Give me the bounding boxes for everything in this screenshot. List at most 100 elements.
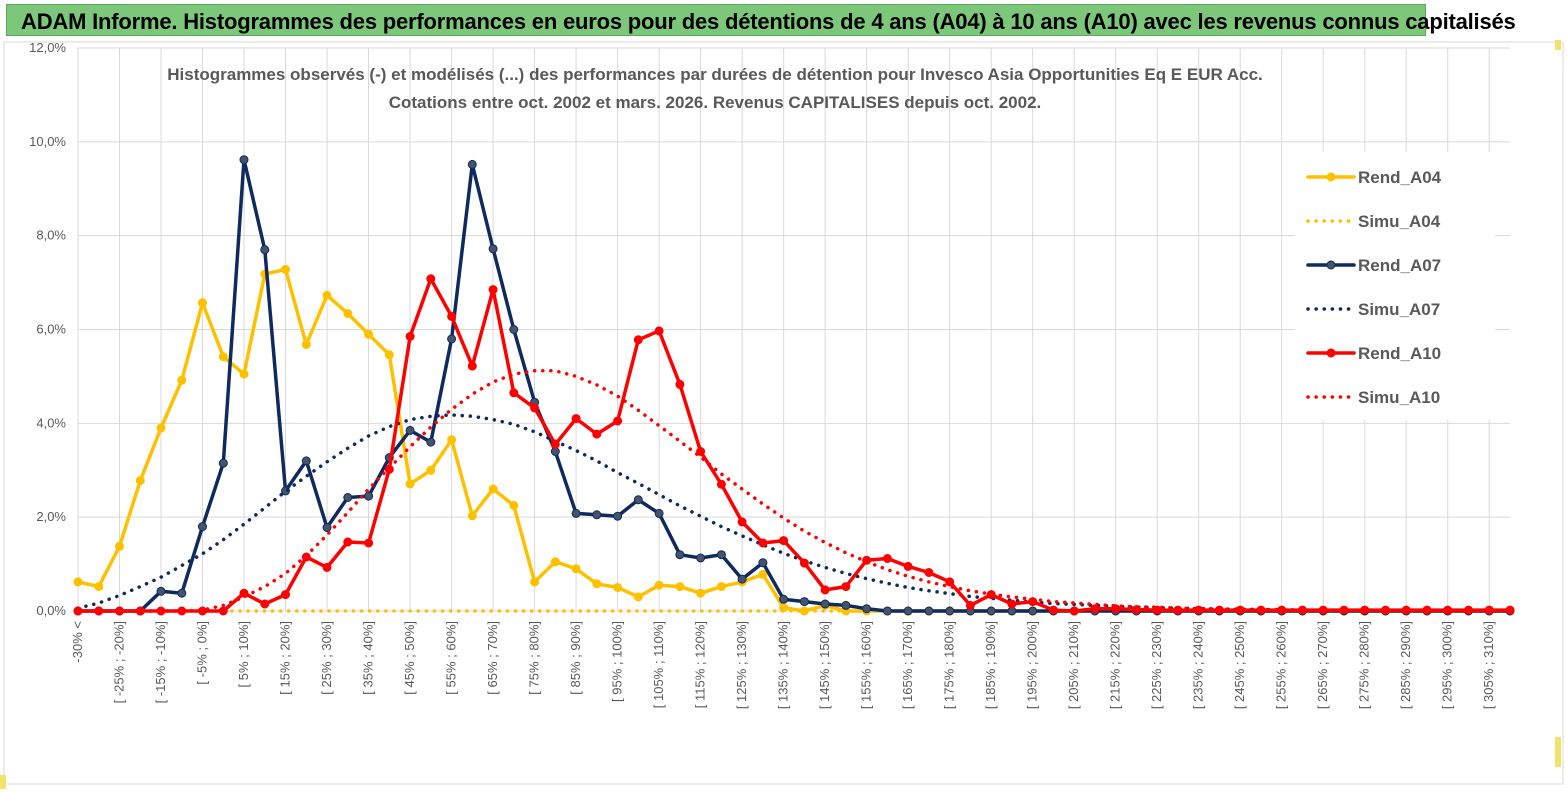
- data-point-rend-a07: [924, 606, 934, 616]
- x-tick-label: [ 265% ; 270%]: [1315, 621, 1330, 709]
- x-tick-label: [ -5% ; 0%]: [195, 621, 210, 685]
- x-tick-label: [ 165% ; 170%]: [900, 621, 915, 709]
- data-point-rend-a07: [426, 437, 436, 447]
- data-point-rend-a10: [447, 311, 457, 321]
- corner-marker: [1555, 40, 1561, 50]
- data-point-rend-a10: [737, 517, 747, 527]
- y-tick-label: 10,0%: [29, 134, 66, 149]
- data-point-rend-a10: [405, 332, 415, 341]
- data-point-rend-a10: [530, 403, 540, 413]
- legend-label-rend-a10: Rend_A10: [1358, 344, 1441, 363]
- data-point-rend-a04: [633, 592, 643, 602]
- data-point-rend-a07: [156, 586, 166, 596]
- data-point-rend-a10: [716, 479, 726, 489]
- data-point-rend-a07: [177, 588, 187, 598]
- x-tick-label: [ 235% ; 240%]: [1191, 621, 1206, 709]
- legend-label-simu-a07: Simu_A07: [1358, 300, 1440, 319]
- x-tick-label: [ -25% ; -20%]: [112, 621, 127, 703]
- data-point-rend-a07: [654, 508, 664, 518]
- legend-label-rend-a04: Rend_A04: [1358, 168, 1442, 187]
- data-point-rend-a04: [467, 511, 477, 521]
- data-point-rend-a10: [1173, 605, 1183, 615]
- data-point-rend-a10: [779, 536, 789, 546]
- data-point-rend-a04: [301, 340, 311, 349]
- data-point-rend-a04: [447, 435, 457, 445]
- x-tick-label: [ 65% ; 70%]: [485, 621, 500, 695]
- data-point-rend-a04: [135, 476, 145, 486]
- data-point-rend-a10: [550, 439, 560, 449]
- corner-marker: [0, 775, 6, 789]
- data-point-rend-a04: [322, 290, 332, 300]
- data-point-rend-a10: [696, 447, 706, 456]
- data-point-rend-a04: [675, 582, 685, 592]
- legend: Rend_A04 Simu_A04 Rend_A07 Simu_A07 Rend_A10…: [1306, 168, 1442, 407]
- data-point-rend-a10: [1505, 605, 1515, 615]
- x-tick-label: [ 275% ; 280%]: [1357, 621, 1372, 709]
- data-point-rend-a07: [447, 334, 457, 344]
- x-tick-label: [ 125% ; 130%]: [734, 621, 749, 709]
- data-point-rend-a07: [218, 458, 228, 468]
- legend-marker-rend-a10: [1326, 348, 1336, 358]
- data-point-rend-a04: [592, 579, 602, 589]
- y-axis: 0,0% 2,0% 4,0% 6,0% 8,0% 10,0% 12,0%: [29, 40, 66, 618]
- data-point-rend-a07: [571, 508, 581, 518]
- data-point-rend-a04: [571, 564, 581, 574]
- data-point-rend-a10: [903, 561, 913, 571]
- x-tick-label: [ 145% ; 150%]: [817, 621, 832, 709]
- chart-frame: 0,0% 2,0% 4,0% 6,0% 8,0% 10,0% 12,0% -30% < [ -…: [0, 40, 1567, 789]
- data-point-rend-a04: [281, 264, 290, 274]
- data-point-rend-a04: [177, 375, 187, 385]
- data-point-rend-a04: [550, 557, 560, 567]
- series-group: [73, 155, 1515, 616]
- y-tick-label: 12,0%: [29, 40, 66, 55]
- x-tick-label: [ 115% ; 120%]: [693, 621, 708, 708]
- report-title: ADAM Informe. Histogrammes des performan…: [21, 9, 1516, 34]
- data-point-rend-a07: [260, 245, 270, 255]
- legend-marker-rend-a04: [1326, 172, 1336, 182]
- data-point-rend-a04: [716, 582, 726, 592]
- x-tick-label: [ 135% ; 140%]: [776, 621, 791, 709]
- data-point-rend-a10: [841, 582, 851, 592]
- x-axis: -30% < [ -25% ; -20%] [ -15% ; -10%] [ -5% …: [70, 621, 1496, 709]
- data-point-rend-a07: [592, 510, 602, 520]
- data-point-rend-a07: [633, 495, 643, 505]
- data-point-rend-a10: [156, 606, 166, 616]
- data-point-rend-a04: [94, 582, 104, 592]
- data-point-rend-a10: [509, 388, 519, 398]
- data-point-rend-a10: [364, 538, 374, 548]
- data-point-rend-a07: [343, 493, 353, 502]
- data-point-rend-a07: [613, 511, 623, 521]
- data-point-rend-a10: [613, 416, 623, 426]
- x-tick-label: -30% <: [70, 621, 85, 663]
- x-tick-label: [ 85% ; 90%]: [568, 621, 583, 695]
- data-point-rend-a07: [405, 425, 415, 435]
- x-tick-label: [ 245% ; 250%]: [1232, 621, 1247, 709]
- data-point-rend-a04: [530, 577, 540, 587]
- data-point-rend-a10: [343, 537, 353, 547]
- y-tick-label: 6,0%: [36, 322, 66, 337]
- corner-marker: [1555, 737, 1561, 767]
- data-point-rend-a07: [301, 456, 311, 466]
- y-tick-label: 8,0%: [36, 228, 66, 243]
- data-point-rend-a07: [509, 325, 519, 334]
- data-point-rend-a10: [488, 285, 498, 295]
- x-tick-label: [ 45% ; 50%]: [402, 621, 417, 695]
- legend-label-rend-a07: Rend_A07: [1358, 256, 1441, 275]
- data-point-rend-a07: [716, 550, 726, 560]
- data-point-rend-a04: [218, 352, 228, 362]
- data-point-rend-a10: [322, 562, 332, 572]
- x-tick-label: [ 295% ; 300%]: [1440, 621, 1455, 709]
- series-line-simu-a07: [76, 413, 1512, 613]
- report-banner: ADAM Informe. Histogrammes des performan…: [6, 4, 1516, 36]
- x-tick-label: [ 15% ; 20%]: [278, 621, 293, 695]
- data-point-rend-a10: [1007, 599, 1017, 609]
- series-line-rend-a10: [76, 277, 1512, 613]
- data-point-rend-a07: [758, 558, 768, 568]
- data-point-rend-a10: [571, 414, 581, 424]
- data-point-rend-a10: [945, 577, 955, 587]
- data-point-rend-a07: [696, 553, 706, 563]
- x-tick-label: [ -15% ; -10%]: [153, 621, 168, 703]
- x-tick-label: [ 105% ; 110%]: [651, 621, 666, 708]
- y-tick-label: 4,0%: [36, 415, 66, 430]
- data-point-rend-a04: [364, 329, 374, 339]
